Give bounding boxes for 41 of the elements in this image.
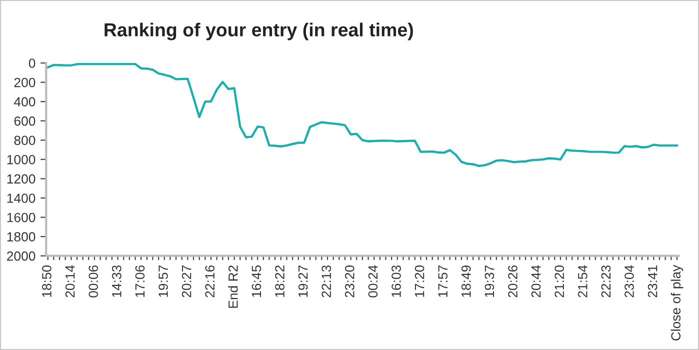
line-series — [46, 63, 678, 168]
y-tick-label: 1000 — [7, 154, 36, 164]
x-tick-label: 20:44 — [531, 265, 541, 298]
x-tick-label: 18:50 — [42, 265, 52, 297]
y-tick-label: 1200 — [7, 174, 36, 184]
x-tick-label: 00:24 — [368, 265, 378, 298]
y-tick-label: 1400 — [7, 194, 36, 203]
x-tick-label: 00:06 — [88, 265, 98, 298]
x-tick-label: 19:27 — [298, 266, 308, 297]
y-tick-label: 200 — [14, 78, 36, 88]
x-tick-label: 19:57 — [158, 266, 168, 297]
x-tick-label: 16:45 — [252, 265, 262, 297]
x-tick-label: 19:37 — [484, 266, 494, 297]
x-tick-label: 23:41 — [648, 266, 658, 298]
y-tick-label: 2000 — [7, 251, 36, 261]
x-tick-label: 20:27 — [182, 266, 192, 298]
x-tick-label: Close of play — [670, 264, 684, 340]
x-tick-label: 22:16 — [205, 265, 215, 298]
x-tick-label: 20:14 — [65, 265, 75, 298]
y-tick-label: 0 — [28, 58, 36, 68]
x-tick-label: 14:33 — [112, 265, 122, 297]
x-tick-label: 22:13 — [322, 265, 332, 298]
x-tick-label: 21:54 — [578, 265, 588, 298]
chart-title: Ranking of your entry (in real time) — [104, 22, 413, 40]
x-tick-label: 20:26 — [508, 265, 518, 298]
x-tick-label: 17:57 — [438, 266, 448, 297]
y-tick-label: 1600 — [7, 212, 36, 222]
x-tick-label: 22:23 — [601, 265, 611, 298]
x-tick-label: 17:20 — [414, 265, 424, 297]
y-tick-label: 1800 — [7, 232, 36, 242]
y-tick-label: 600 — [14, 116, 36, 126]
y-tick-label: 400 — [14, 97, 36, 106]
x-tick-label: End R2 — [228, 266, 238, 308]
y-tick-label: 800 — [14, 136, 36, 146]
x-tick-label: 18:49 — [461, 266, 471, 297]
x-tick-label: 21:20 — [554, 265, 564, 298]
x-tick-label: 18:22 — [275, 266, 284, 297]
x-tick-label: 23:04 — [624, 265, 634, 298]
x-tick-label: 23:20 — [344, 265, 354, 298]
x-tick-label: 16:03 — [392, 265, 401, 297]
x-tick-label: 17:06 — [135, 265, 145, 297]
